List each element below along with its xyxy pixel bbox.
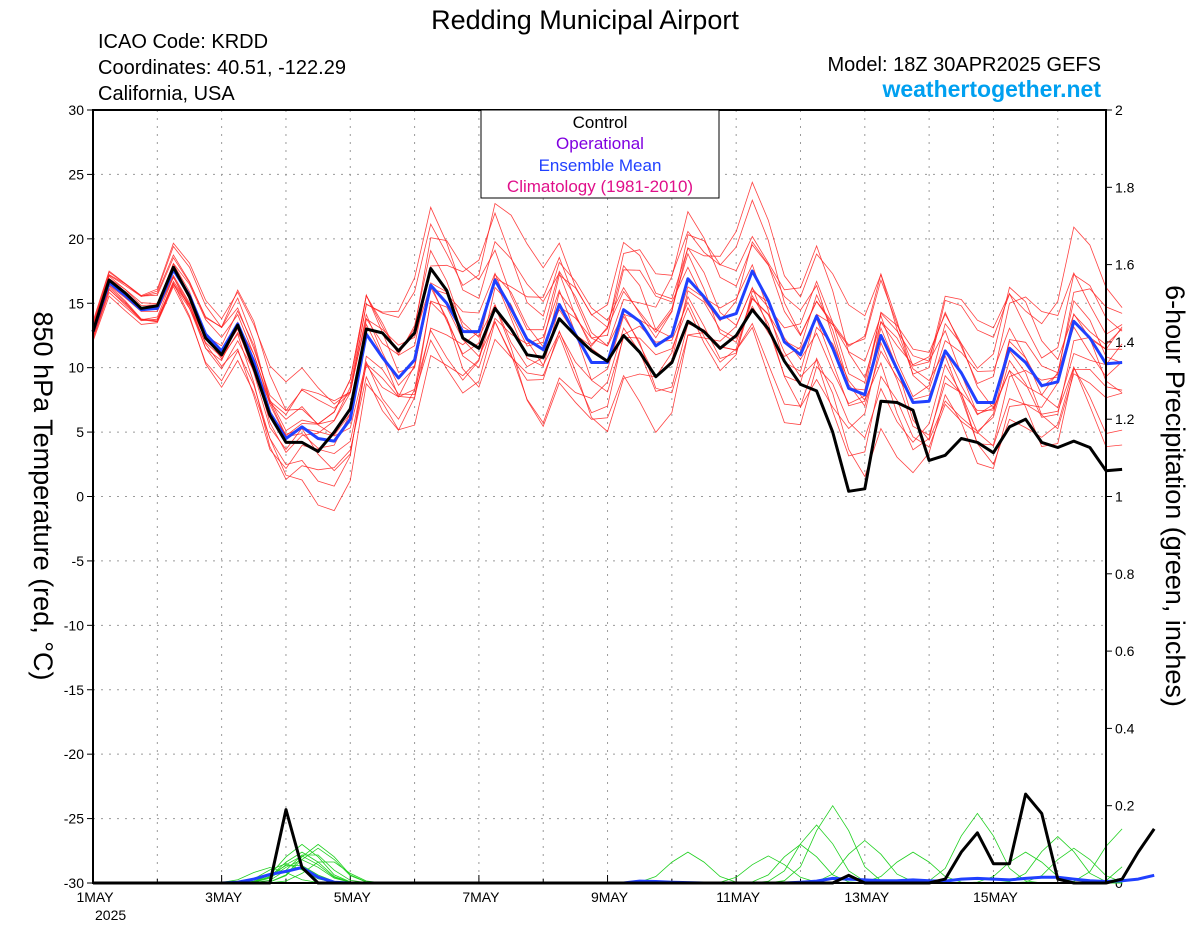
y2-tick-label: 1.6	[1115, 257, 1135, 273]
y2-tick-label: 2	[1115, 102, 1123, 118]
x-tick-label: 1MAY	[76, 889, 114, 905]
site-link[interactable]: weathertogether.net	[881, 76, 1101, 102]
temp-member-line	[92, 285, 1123, 512]
temp-member-line	[92, 283, 1123, 481]
y-tick-label: -5	[72, 553, 85, 569]
temp-member-line	[92, 276, 1123, 449]
legend-ensemble-mean: Ensemble Mean	[539, 156, 662, 175]
region: California, USA	[98, 83, 235, 105]
y2-tick-label: 1.8	[1115, 179, 1135, 195]
temp-member-line	[92, 282, 1123, 451]
y2-tick-label: 1	[1115, 489, 1123, 505]
x-tick-label: 9MAY	[591, 889, 629, 905]
y-tick-label: 25	[68, 166, 84, 182]
x-axis-ticks: 1MAY 3MAY 5MAY 7MAY 9MAY 11MAY 13MAY 15MAY 2025	[76, 875, 1059, 923]
y-tick-label: 15	[68, 295, 84, 311]
x-tick-label: 13MAY	[844, 889, 890, 905]
temp-member-line	[92, 276, 1123, 472]
icao-code: ICAO Code: KRDD	[98, 31, 268, 53]
y-tick-label: 30	[68, 102, 84, 118]
y-axis-ticks: 30 25 20 15 10 5 0 -5 -10 -15 -20 -25 -30	[64, 102, 93, 891]
legend-box	[480, 109, 720, 199]
y-tick-label: -20	[64, 746, 84, 762]
y2-tick-label: 0.8	[1115, 566, 1135, 582]
y2-axis-label: 6-hour Precipitation (green, inches)	[1160, 285, 1190, 707]
temp-member-line	[92, 210, 1123, 437]
chart-title: Redding Municipal Airport	[431, 5, 739, 35]
y-tick-label: -25	[64, 811, 84, 827]
y2-tick-label: 1.4	[1115, 334, 1135, 350]
legend-climatology: Climatology (1981-2010)	[507, 177, 693, 196]
y-axis-label: 850 hPa Temperature (red, °C)	[28, 312, 58, 681]
model-run: Model: 18Z 30APR2025 GEFS	[828, 54, 1101, 76]
y-tick-label: 10	[68, 360, 84, 376]
legend: Control Operational Ensemble Mean Climat…	[480, 109, 720, 199]
x-tick-label: 3MAY	[205, 889, 243, 905]
x-year-label: 2025	[95, 907, 126, 923]
coordinates: Coordinates: 40.51, -122.29	[98, 57, 346, 79]
y-tick-label: 20	[68, 231, 84, 247]
y-tick-label: 5	[76, 424, 84, 440]
y2-tick-label: 1.2	[1115, 411, 1135, 427]
y2-tick-label: 0.2	[1115, 798, 1135, 814]
plot-frame	[92, 109, 1107, 884]
temp-member-line	[92, 282, 1123, 487]
control-temp-line	[91, 265, 1123, 493]
temp-member-line	[92, 280, 1123, 470]
y-tick-label: -15	[64, 682, 84, 698]
legend-control: Control	[573, 113, 628, 132]
gridlines	[93, 110, 1106, 883]
legend-operational: Operational	[556, 134, 644, 153]
y2-axis-ticks: 21.81.61.41.210.80.60.40.20	[1106, 102, 1135, 891]
y-tick-label: 0	[76, 489, 84, 505]
y2-tick-label: 0.4	[1115, 720, 1135, 736]
y-tick-label: -30	[64, 875, 84, 891]
main-series	[91, 265, 1156, 885]
y-tick-label: -10	[64, 617, 84, 633]
temp-member-line	[92, 181, 1123, 405]
x-tick-label: 15MAY	[973, 889, 1019, 905]
x-tick-label: 7MAY	[462, 889, 500, 905]
y2-tick-label: 0.6	[1115, 643, 1135, 659]
temp-member-line	[92, 263, 1123, 436]
x-tick-label: 5MAY	[334, 889, 372, 905]
x-tick-label: 11MAY	[716, 889, 760, 905]
